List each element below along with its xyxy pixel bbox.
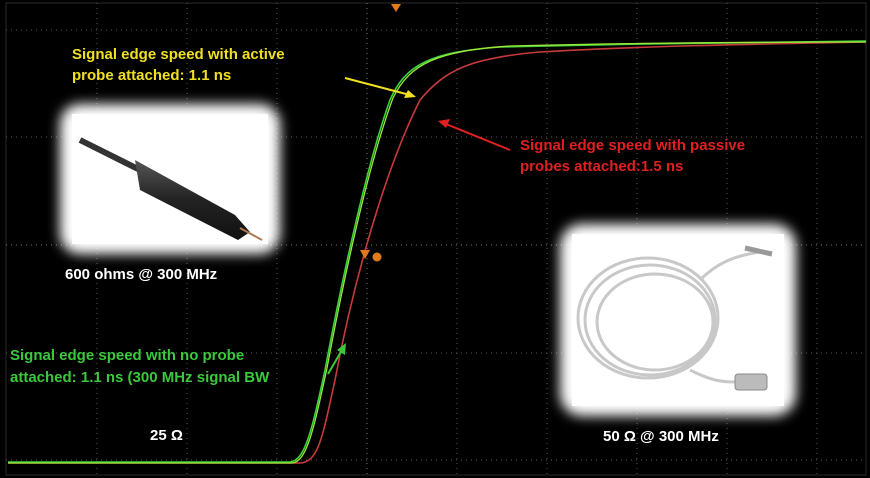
trigger-marker	[391, 4, 401, 12]
annotation-text: attached: 1.1 ns (300 MHz signal BW	[10, 369, 270, 386]
annotation-text: probe attached: 1.1 ns	[72, 67, 231, 84]
passive-trace	[8, 41, 867, 464]
arrow-head	[337, 343, 346, 355]
probe-cable	[78, 137, 142, 173]
annotation-text: Signal edge speed with active	[72, 46, 285, 63]
active-trace	[8, 41, 867, 464]
passive-probe-cable	[576, 250, 761, 384]
pointer-arrow	[327, 349, 343, 375]
annotation-text: Signal edge speed with passive	[520, 137, 745, 154]
impedance-label: 25 Ω	[150, 427, 183, 444]
impedance-label: 600 ohms @ 300 MHz	[65, 266, 217, 283]
impedance-label: 50 Ω @ 300 MHz	[603, 428, 719, 445]
annotation-text: probes attached:1.5 ns	[520, 158, 683, 175]
pointer-arrow	[445, 123, 511, 151]
annotation-text: Signal edge speed with no probe	[10, 347, 244, 364]
pointer-arrow	[344, 77, 411, 96]
arrow-head	[404, 90, 416, 98]
passive-probe-tip	[744, 245, 773, 257]
cursor-marker	[372, 252, 382, 262]
probe-body	[135, 160, 250, 240]
cursor-marker	[360, 250, 370, 259]
bnc-connector	[734, 373, 768, 391]
probe-tip	[239, 227, 263, 241]
arrow-head	[438, 119, 450, 128]
screen-frame	[5, 2, 867, 476]
